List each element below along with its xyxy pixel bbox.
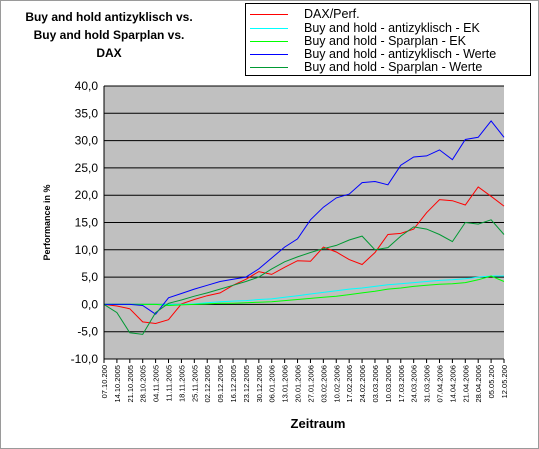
chart-legend: DAX/Perf. Buy and hold - antizyklisch - … (245, 3, 531, 76)
y-tick-label: 35,0 (75, 106, 99, 120)
y-tick-label: -10,0 (71, 352, 99, 366)
x-tick-label: 11.11.2005 (165, 365, 174, 401)
legend-label-antizyklisch-ek: Buy and hold - antizyklisch - EK (304, 21, 480, 35)
chart-title-line-2: Buy and hold Sparplan vs. (33, 28, 185, 42)
x-tick-label: 10.03.2006 (384, 365, 393, 403)
legend-label-sparplan-werte: Buy and hold - Sparplan - Werte (304, 60, 483, 74)
legend-label-sparplan-ek: Buy and hold - Sparplan - EK (304, 34, 466, 48)
legend-label-dax: DAX/Perf. (304, 7, 360, 21)
x-tick-label: 09.12.2005 (216, 365, 225, 403)
y-tick-label: 20,0 (75, 188, 99, 202)
x-tick-label: 12.05.200 (500, 365, 509, 398)
y-tick-label: -5,0 (77, 325, 98, 339)
x-tick-label: 30.12.2005 (255, 365, 264, 403)
x-tick-label: 14.10.2005 (113, 365, 122, 403)
x-tick-label: 31.03.2006 (423, 365, 432, 403)
y-tick-label: 10,0 (75, 243, 99, 257)
legend-swatch-sparplan-ek (250, 41, 288, 42)
y-tick-label: 5,0 (81, 270, 98, 284)
chart-title: Buy and hold antizyklisch vs. Buy and ho… (6, 8, 212, 62)
legend-swatch-antizyklisch-werte (250, 54, 288, 55)
x-tick-label: 17.02.2006 (345, 365, 354, 403)
series-lines (103, 120, 505, 335)
x-tick-labels: 07.10.200 14.10.2005 21.10.2005 28.10.2005 0… (100, 365, 509, 403)
x-tick-label: 16.12.2005 (229, 365, 238, 403)
x-tick-label: 04.11.2005 (152, 365, 161, 402)
x-axis-title: Zeitraum (291, 416, 346, 431)
legend-swatch-dax (250, 14, 288, 15)
x-tick-label: 17.03.2006 (397, 365, 406, 403)
y-tick-label: 40,0 (75, 79, 99, 93)
x-tick-label: 23.12.2005 (242, 365, 251, 403)
x-tick-label: 06.01.2006 (268, 365, 277, 403)
y-tick-label: 25,0 (75, 161, 99, 175)
x-tick-label: 03.02.2006 (319, 365, 328, 403)
x-tick-label: 18.11.2005 (177, 365, 186, 402)
y-tick-label: 0,0 (81, 297, 98, 311)
x-tick-label: 03.03.2006 (371, 365, 380, 403)
legend-swatch-sparplan-werte (250, 67, 288, 68)
x-tick-label: 21.10.2005 (126, 365, 135, 403)
x-tick-label: 25.11.2005 (190, 365, 199, 402)
axes (103, 86, 505, 363)
x-tick-label: 28.04.2006 (474, 365, 483, 403)
y-tick-label: 30,0 (75, 134, 99, 148)
series-line (103, 186, 505, 325)
x-tick-label: 13.01.2006 (281, 365, 290, 403)
y-tick-label: 15,0 (75, 216, 99, 230)
x-tick-label: 10.02.2006 (332, 365, 341, 403)
legend-swatch-antizyklisch-ek (250, 28, 288, 29)
y-axis-title: Performance in % (42, 184, 52, 260)
series-line (103, 219, 505, 335)
y-tick-labels: -10,0 -5,0 0,0 5,0 10,0 15,0 20,0 25,0 30,0 35,0 4… (71, 79, 99, 366)
series-line (104, 275, 505, 307)
x-tick-label: 02.12.2005 (203, 365, 212, 403)
chart-title-line-3: DAX (96, 46, 122, 60)
legend-label-antizyklisch-werte: Buy and hold - antizyklisch - Werte (304, 47, 497, 61)
x-tick-label: 21.04.2006 (461, 365, 470, 403)
x-tick-label: 28.10.2005 (139, 365, 148, 403)
x-tick-label: 14.04.2006 (448, 365, 457, 403)
series-line (104, 275, 504, 305)
x-tick-label: 27.01.2006 (306, 365, 315, 403)
chart-title-line-1: Buy and hold antizyklisch vs. (25, 10, 193, 24)
x-tick-label: 07.10.200 (100, 365, 109, 398)
x-tick-label: 05.05.200 (487, 365, 496, 398)
series-line (104, 120, 505, 315)
x-tick-label: 24.02.2006 (358, 365, 367, 403)
x-tick-label: 07.04.2006 (435, 365, 444, 403)
x-tick-label: 20.01.2006 (294, 365, 303, 403)
x-tick-label: 24.03.2006 (410, 365, 419, 403)
